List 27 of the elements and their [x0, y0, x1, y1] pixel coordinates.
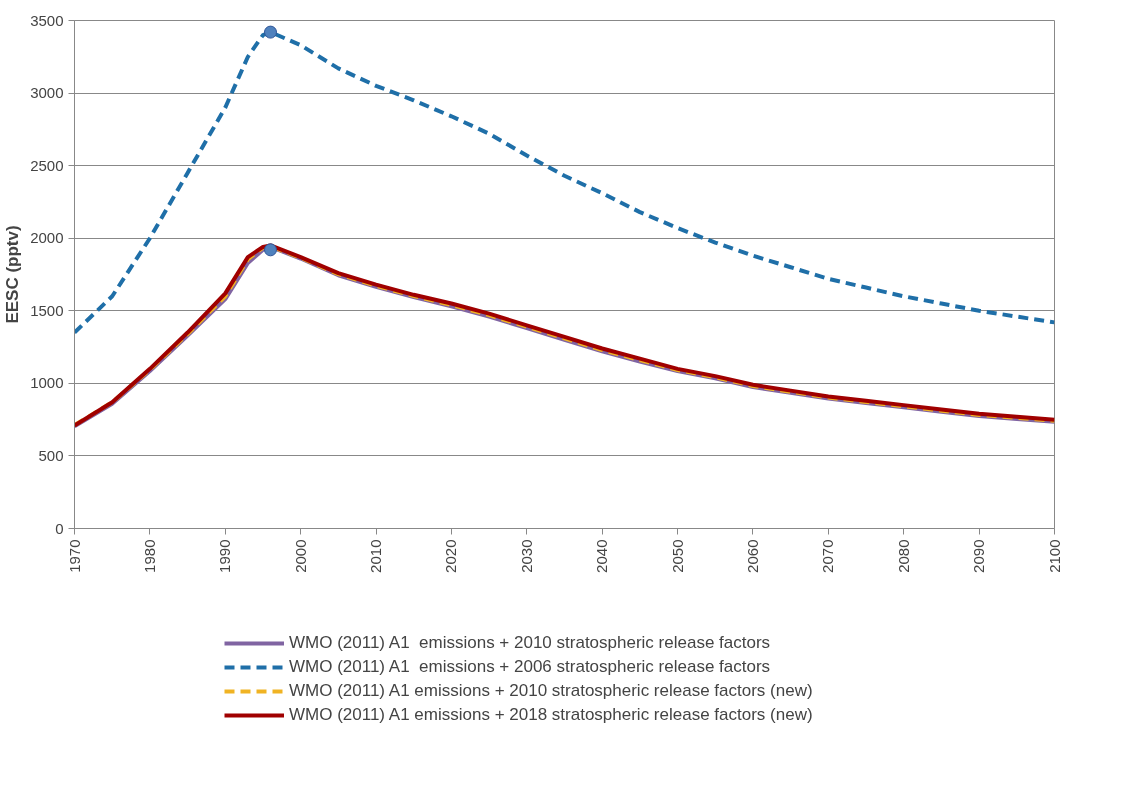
x-tick-label: 2100 [1045, 539, 1063, 573]
x-tick-label: 2080 [894, 539, 912, 573]
x-tick-label: 1980 [140, 539, 158, 573]
y-tick-label: 1500 [30, 301, 64, 319]
x-tick-label: 2050 [668, 539, 686, 573]
y-tick-label: 500 [38, 446, 64, 464]
y-tick-label: 3000 [30, 84, 64, 102]
x-tick-label: 2020 [442, 539, 460, 573]
x-tick-label: 2070 [819, 539, 837, 573]
y-tick-label: 3500 [30, 11, 64, 29]
y-tick-label: 2500 [30, 156, 64, 174]
legend-label: WMO (2011) A1 emissions + 2018 stratospheric release factors (new) [289, 705, 813, 725]
x-tick-label: 2010 [367, 539, 385, 573]
legend-label: WMO (2011) A1 emissions + 2010 stratospheric release factors [289, 633, 771, 653]
x-tick-label: 2000 [291, 539, 309, 573]
y-axis-title: EESC (pptv) [3, 225, 23, 324]
x-tick-label: 1990 [216, 539, 234, 573]
x-tick-label: 2030 [517, 539, 535, 573]
y-tick-label: 1000 [30, 374, 64, 392]
x-tick-label: 1970 [65, 539, 83, 573]
legend-label: WMO (2011) A1 emissions + 2006 stratospheric release factors [289, 657, 771, 677]
legend-label: WMO (2011) A1 emissions + 2010 stratospheric release factors (new) [289, 681, 813, 701]
x-tick-label: 2040 [593, 539, 611, 573]
y-tick-label: 0 [55, 519, 64, 537]
x-tick-label: 2060 [743, 539, 761, 573]
x-tick-label: 2090 [970, 539, 988, 573]
y-tick-label: 2000 [30, 229, 64, 247]
